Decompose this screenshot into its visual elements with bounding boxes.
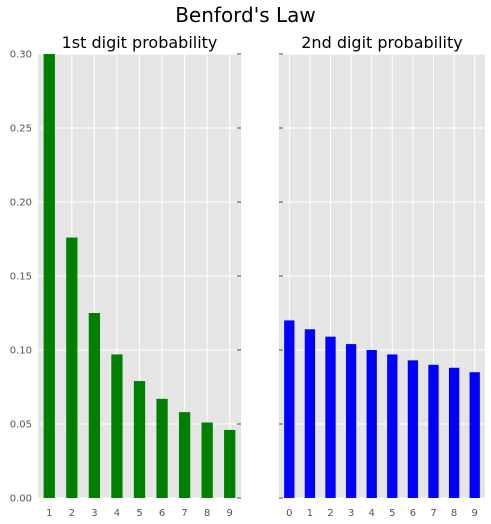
bar-2 <box>325 336 336 498</box>
chart-panel-first-digit: 1 2 3 4 5 6 7 8 9 0.00 0.05 0.10 0.15 0.20 0.25 0.30 1… <box>10 33 241 519</box>
bar-0 <box>284 320 295 498</box>
y-tick-marks <box>279 53 283 499</box>
x-tick-label: 6 <box>410 508 416 519</box>
bar-5 <box>387 354 398 498</box>
y-tick-label: 0.30 <box>10 50 32 61</box>
subplot-title-first-digit: 1st digit probability <box>62 33 218 52</box>
bar-1 <box>43 54 55 498</box>
x-tick-label: 3 <box>91 508 97 519</box>
bar-7 <box>428 364 439 498</box>
x-tick-label: 4 <box>114 508 120 519</box>
x-tick-label: 1 <box>307 508 313 519</box>
chart-panel-second-digit: 0 1 2 3 4 5 6 7 8 9 2nd digit probability <box>279 33 485 519</box>
x-tick-label: 7 <box>181 508 187 519</box>
x-tick-label: 2 <box>69 508 75 519</box>
y-tick-label: 0.05 <box>10 420 32 431</box>
x-tick-label: 0 <box>286 508 292 519</box>
bar-8 <box>201 422 213 498</box>
bars-first-digit <box>43 54 236 498</box>
bar-4 <box>366 350 377 498</box>
x-tick-label: 9 <box>472 508 478 519</box>
x-tick-label: 9 <box>227 508 233 519</box>
bar-9 <box>469 372 480 498</box>
bar-7 <box>178 412 191 498</box>
bar-8 <box>448 367 460 498</box>
x-tick-label: 2 <box>327 508 333 519</box>
x-tick-label: 1 <box>46 508 52 519</box>
y-tick-labels: 0.00 0.05 0.10 0.15 0.20 0.25 0.30 <box>10 50 241 505</box>
bar-1 <box>304 329 316 498</box>
bar-5 <box>133 381 146 498</box>
y-tick-label: 0.10 <box>10 346 32 357</box>
x-tick-labels: 0 1 2 3 4 5 6 7 8 9 <box>286 508 478 519</box>
bars-second-digit <box>284 320 480 498</box>
x-tick-label: 6 <box>159 508 165 519</box>
y-tick-label: 0.00 <box>10 494 32 505</box>
y-tick-label: 0.25 <box>10 124 32 135</box>
subplot-title-second-digit: 2nd digit probability <box>301 33 463 52</box>
bar-2 <box>66 237 78 498</box>
x-tick-label: 4 <box>369 508 375 519</box>
y-tick-label: 0.20 <box>10 198 32 209</box>
gridlines <box>279 53 485 499</box>
x-tick-label: 8 <box>451 508 457 519</box>
bar-9 <box>224 429 236 498</box>
figure-title: Benford's Law <box>175 3 316 27</box>
y-tick-label: 0.15 <box>10 272 32 283</box>
x-tick-label: 7 <box>430 508 436 519</box>
x-tick-label: 5 <box>389 508 395 519</box>
x-tick-label: 3 <box>348 508 354 519</box>
bar-6 <box>407 360 419 498</box>
bar-3 <box>88 313 101 498</box>
x-tick-labels: 1 2 3 4 5 6 7 8 9 <box>46 508 233 519</box>
x-tick-label: 5 <box>136 508 142 519</box>
bar-4 <box>111 354 123 498</box>
bar-6 <box>156 398 168 498</box>
x-tick-label: 8 <box>204 508 210 519</box>
bar-3 <box>345 344 357 498</box>
